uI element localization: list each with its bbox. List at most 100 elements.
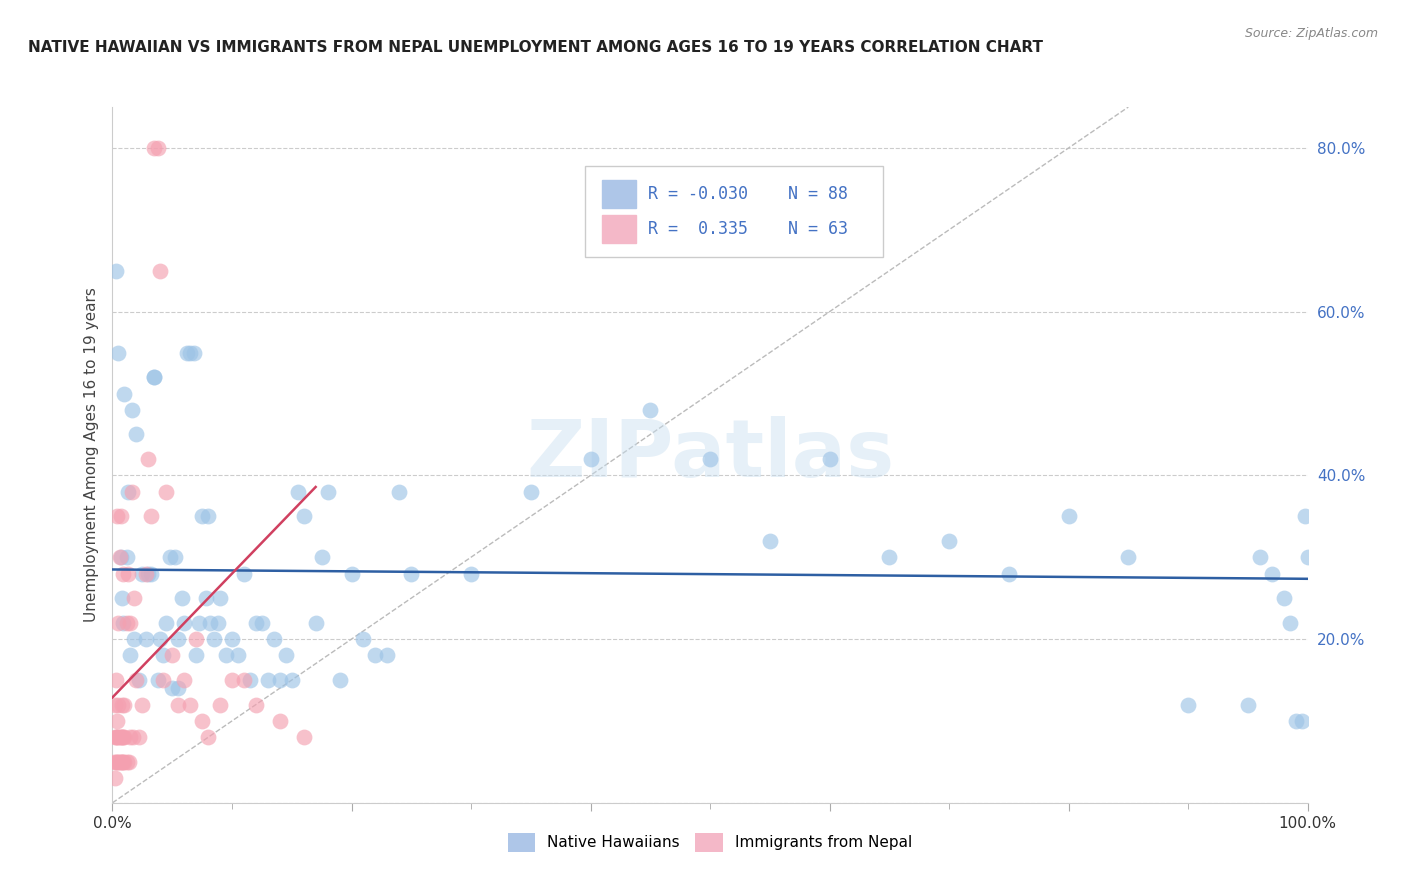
Point xyxy=(1261,566,1284,581)
Point xyxy=(162,681,183,696)
Point xyxy=(107,698,129,712)
Point xyxy=(176,345,198,359)
Point xyxy=(233,566,256,581)
Text: ZIPatlas: ZIPatlas xyxy=(526,416,894,494)
Point xyxy=(111,755,134,769)
Point xyxy=(226,648,249,663)
Point xyxy=(105,673,128,687)
Point xyxy=(108,550,131,565)
Point xyxy=(377,648,399,663)
Point xyxy=(110,731,132,745)
Point xyxy=(1296,550,1319,565)
Point xyxy=(173,673,195,687)
Point xyxy=(287,484,309,499)
Point xyxy=(122,632,145,646)
Point xyxy=(167,632,190,646)
Point xyxy=(107,615,129,630)
Point xyxy=(167,681,190,696)
Point xyxy=(305,615,328,630)
Point xyxy=(138,452,160,467)
Point xyxy=(1294,509,1316,524)
Point xyxy=(104,698,127,712)
FancyBboxPatch shape xyxy=(603,180,636,208)
FancyBboxPatch shape xyxy=(585,166,883,257)
Point xyxy=(152,648,174,663)
Text: R = -0.030    N = 88: R = -0.030 N = 88 xyxy=(648,185,848,203)
Point xyxy=(114,698,135,712)
Point xyxy=(108,731,131,745)
Point xyxy=(245,698,267,712)
Point xyxy=(292,509,315,524)
Point xyxy=(155,615,177,630)
Point xyxy=(239,673,262,687)
Point xyxy=(105,264,128,278)
Point xyxy=(818,452,841,467)
Point xyxy=(191,714,214,728)
Point xyxy=(1249,550,1271,565)
Point xyxy=(114,386,135,401)
Point xyxy=(579,452,602,467)
Point xyxy=(114,755,135,769)
Point xyxy=(187,615,209,630)
Point xyxy=(149,632,172,646)
Point xyxy=(114,731,135,745)
Point xyxy=(159,550,181,565)
Point xyxy=(120,731,142,745)
Point xyxy=(105,731,128,745)
Point xyxy=(112,615,135,630)
Point xyxy=(329,673,352,687)
Point xyxy=(281,673,304,687)
Point xyxy=(179,698,201,712)
Point xyxy=(117,566,139,581)
Point xyxy=(938,533,960,548)
Point xyxy=(221,673,243,687)
Point xyxy=(274,648,297,663)
Point xyxy=(1291,714,1313,728)
Point xyxy=(194,591,217,606)
Point xyxy=(105,755,128,769)
Point xyxy=(105,755,128,769)
Point xyxy=(207,615,229,630)
Point xyxy=(759,533,782,548)
Point xyxy=(1177,698,1199,712)
Point xyxy=(111,591,134,606)
Point xyxy=(135,566,157,581)
Point xyxy=(170,591,193,606)
Point xyxy=(115,615,138,630)
Point xyxy=(135,632,157,646)
Point xyxy=(152,673,174,687)
Point xyxy=(186,632,208,646)
Point xyxy=(183,345,205,359)
Point xyxy=(107,731,129,745)
Point xyxy=(115,755,138,769)
Point xyxy=(125,427,148,442)
Point xyxy=(221,632,243,646)
Point xyxy=(104,771,127,785)
Point xyxy=(1278,615,1301,630)
Point xyxy=(146,673,169,687)
Point xyxy=(111,731,134,745)
Point xyxy=(110,755,132,769)
Point xyxy=(149,264,172,278)
Point xyxy=(105,731,128,745)
Point xyxy=(163,550,186,565)
FancyBboxPatch shape xyxy=(603,215,636,243)
Point xyxy=(118,755,141,769)
Point xyxy=(998,566,1021,581)
Point xyxy=(460,566,482,581)
Point xyxy=(352,632,374,646)
Point xyxy=(139,509,162,524)
Point xyxy=(120,648,142,663)
Point xyxy=(107,755,129,769)
Text: NATIVE HAWAIIAN VS IMMIGRANTS FROM NEPAL UNEMPLOYMENT AMONG AGES 16 TO 19 YEARS : NATIVE HAWAIIAN VS IMMIGRANTS FROM NEPAL… xyxy=(28,40,1043,55)
Point xyxy=(167,698,190,712)
Point xyxy=(197,731,219,745)
Point xyxy=(107,345,129,359)
Point xyxy=(121,403,143,417)
Point xyxy=(112,566,135,581)
Point xyxy=(179,345,201,359)
Point xyxy=(215,648,238,663)
Point xyxy=(131,566,153,581)
Text: Source: ZipAtlas.com: Source: ZipAtlas.com xyxy=(1244,27,1378,40)
Point xyxy=(128,673,150,687)
